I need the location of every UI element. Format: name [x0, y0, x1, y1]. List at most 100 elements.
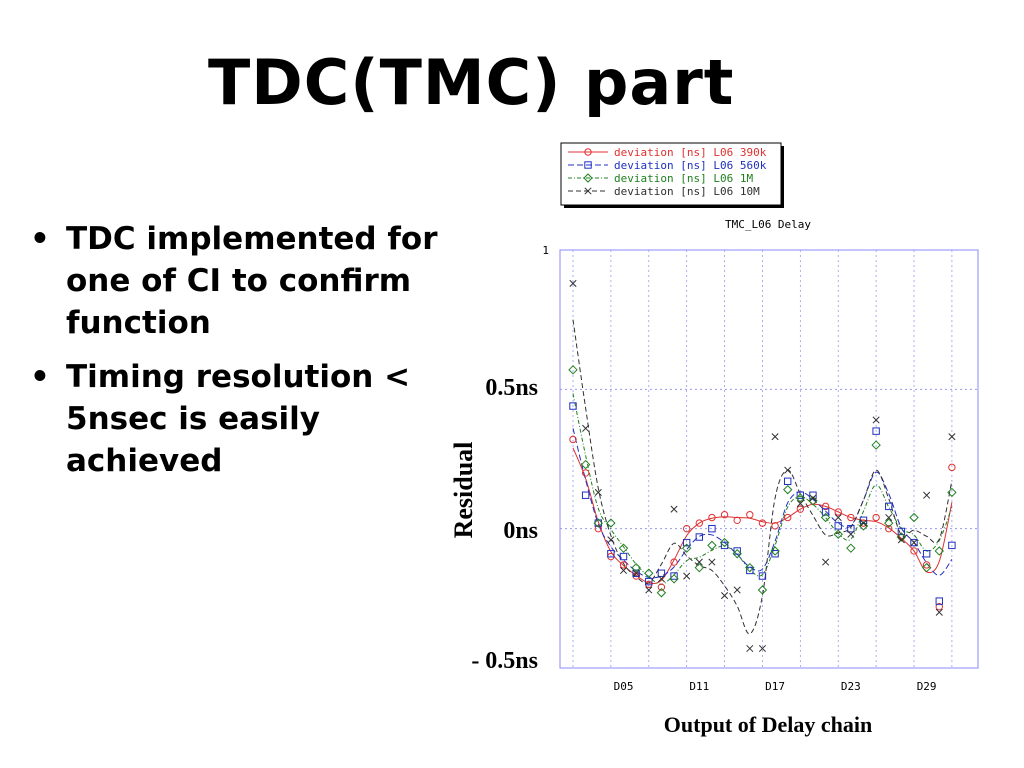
data-point [581, 491, 590, 499]
slide-title: TDC(TMC) part [208, 46, 735, 119]
data-point [871, 440, 881, 450]
plot-area [559, 249, 979, 669]
data-point [682, 538, 691, 547]
data-point [796, 505, 805, 513]
data-point [568, 365, 578, 375]
x-tick-label: D17 [765, 680, 785, 693]
data-point [884, 518, 894, 528]
data-point [606, 518, 616, 528]
data-point [607, 536, 615, 544]
data-point [834, 508, 842, 516]
series-markers [568, 279, 957, 653]
x-tick-label: D05 [614, 680, 634, 693]
y-label-neg-half: - 0.5ns [471, 648, 538, 674]
data-point [858, 521, 869, 531]
data-point [657, 569, 666, 577]
data-point [771, 522, 779, 530]
legend-marker-icon [584, 148, 592, 156]
data-point [758, 644, 767, 653]
data-point [820, 512, 831, 523]
data-point [872, 416, 880, 424]
data-point [581, 469, 590, 477]
data-point [683, 572, 691, 580]
legend: deviation [ns] L06 390k deviation [ns] L0… [568, 146, 767, 198]
data-point [897, 527, 906, 536]
data-point [745, 562, 755, 573]
data-point [607, 550, 615, 558]
data-point [582, 424, 590, 432]
data-point [708, 558, 716, 566]
data-point [833, 529, 843, 539]
data-point [657, 583, 666, 591]
data-point [682, 524, 691, 533]
data-point [935, 597, 943, 605]
data-point [872, 513, 880, 522]
data-point [670, 572, 678, 580]
data-point [847, 530, 855, 538]
data-point [733, 586, 741, 594]
series-line [572, 393, 953, 585]
data-point [632, 569, 640, 577]
data-point [758, 572, 767, 580]
data-point [721, 591, 729, 600]
bullet-dot-icon: • [30, 221, 50, 257]
legend-label: deviation [ns] L06 10M [614, 185, 760, 198]
data-point [657, 575, 665, 583]
data-point [732, 549, 742, 559]
data-point [808, 496, 818, 506]
data-point [593, 518, 603, 528]
data-point [846, 543, 856, 553]
y-label-zero: 0ns [503, 518, 538, 544]
data-point [632, 569, 640, 577]
data-point [645, 577, 653, 586]
chart-title: TMC_L06 Delay [725, 218, 811, 231]
data-point [771, 433, 779, 441]
data-point [947, 487, 957, 498]
data-point [795, 493, 806, 503]
data-point [569, 402, 577, 410]
data-point [695, 519, 703, 527]
data-point [910, 538, 918, 547]
data-point [796, 491, 805, 499]
data-point [733, 516, 741, 525]
data-point [619, 566, 628, 575]
data-point [594, 524, 602, 533]
data-point [681, 543, 692, 553]
data-point [859, 519, 868, 527]
data-point [708, 524, 716, 533]
legend-label: deviation [ns] L06 1M [614, 172, 753, 185]
data-point [619, 552, 628, 561]
data-point [619, 561, 628, 569]
data-point [569, 279, 577, 287]
x-tick-label: D29 [917, 680, 937, 693]
data-point [948, 433, 956, 441]
data-point [746, 644, 754, 653]
data-point [746, 511, 754, 519]
bullet-text: TDC implemented for one of CI to confirm… [66, 221, 438, 341]
data-point [670, 505, 678, 513]
data-point [885, 513, 893, 522]
data-point [746, 566, 754, 575]
data-point [885, 524, 893, 533]
bullet-item: • TDC implemented for one of CI to confi… [26, 218, 466, 344]
x-tick-labels: D05 D11 D17 D23 D29 [614, 680, 937, 693]
data-point [719, 537, 730, 548]
legend-marker-icon [583, 173, 593, 183]
data-point [708, 513, 716, 522]
data-point [783, 484, 793, 495]
data-point [784, 477, 792, 485]
data-point [910, 547, 918, 555]
series-line [572, 428, 953, 579]
data-point [594, 519, 602, 527]
data-point [847, 524, 855, 533]
y-label-half: 0.5ns [485, 375, 538, 401]
bullet-item: • Timing resolution < 5nsec is easily ac… [26, 356, 466, 482]
y-axis-label: Residual [449, 442, 478, 539]
data-point [618, 543, 629, 553]
legend-label: deviation [ns] L06 390k [614, 146, 767, 159]
data-point [872, 427, 880, 435]
data-point [834, 513, 842, 522]
data-point [935, 608, 943, 616]
data-point [834, 522, 842, 530]
